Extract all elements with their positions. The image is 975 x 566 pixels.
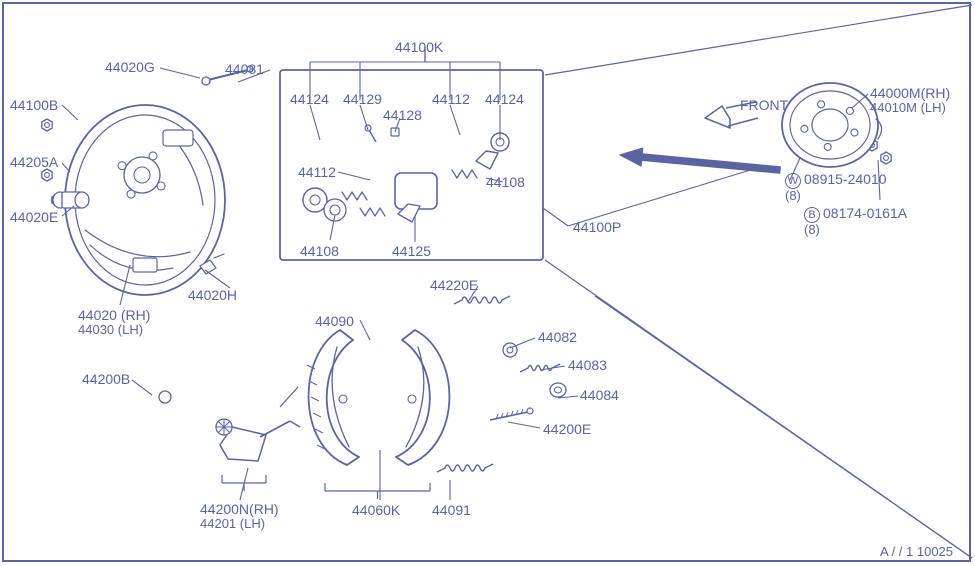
diagram-canvas: 44020G4408144100B44205A44020E44020 (RH)4… <box>0 0 975 566</box>
outer-frame <box>2 2 971 562</box>
